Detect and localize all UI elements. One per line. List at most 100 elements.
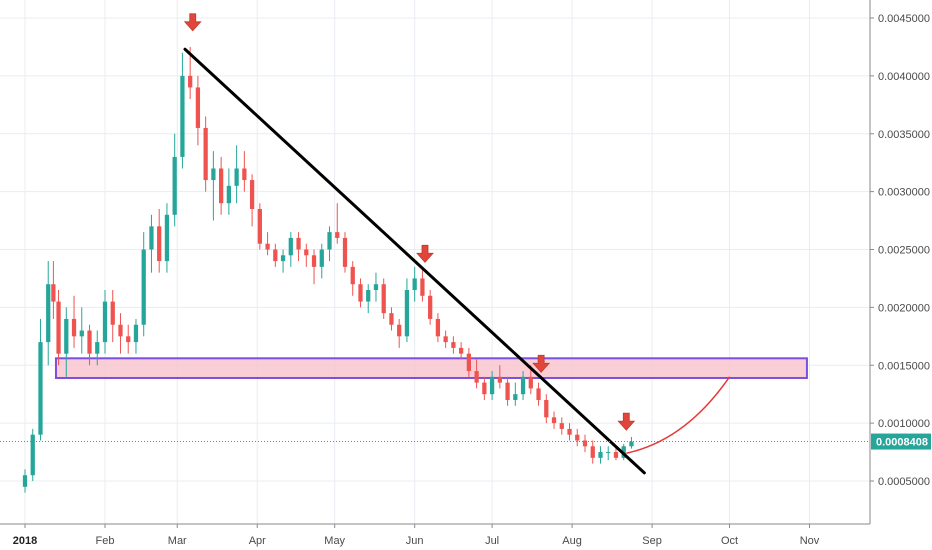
candle-down: [265, 243, 270, 250]
candle-down: [536, 388, 541, 400]
candle-down: [582, 440, 588, 447]
candle-down: [428, 295, 433, 319]
annotation-lines: [0, 47, 870, 475]
candle-down: [51, 284, 56, 302]
candle-down: [575, 434, 580, 441]
candle-up: [373, 284, 379, 291]
candle-down: [505, 382, 510, 400]
candle-up: [141, 249, 146, 325]
candle-down: [497, 376, 502, 383]
down-arrow-icon: [183, 13, 202, 32]
y-tick-label: 0.0010000: [878, 418, 930, 430]
candle-up: [95, 342, 100, 354]
candle-down: [435, 318, 441, 337]
candle-down: [257, 208, 262, 244]
plot-background: [0, 0, 870, 524]
candle-down: [311, 255, 317, 267]
candle-up: [30, 434, 35, 476]
candle-down: [249, 180, 255, 209]
candle-down: [590, 446, 595, 458]
candle-down: [195, 87, 201, 128]
y-tick-label: 0.0025000: [878, 245, 930, 257]
x-tick-label: Nov: [800, 535, 820, 547]
candle-down: [528, 376, 533, 389]
down-arrow-marker: [183, 13, 202, 32]
candle-up: [79, 330, 84, 337]
candle-up: [366, 290, 371, 302]
candle-up: [133, 324, 139, 343]
candle-up: [280, 255, 286, 262]
candle-down: [381, 284, 386, 314]
candle-down: [420, 278, 425, 296]
candle-down: [273, 249, 278, 262]
y-tick-label: 0.0045000: [878, 13, 930, 25]
down-arrow-icon: [532, 354, 551, 373]
candle-up: [64, 318, 69, 354]
y-tick-label: 0.0005000: [878, 476, 930, 488]
candle-down: [110, 301, 115, 325]
x-tick-label: Mar: [168, 535, 187, 547]
candle-down: [203, 127, 208, 181]
y-axis[interactable]: 0.0005000 0.0010000 0.0015000 0.0020000 0.00…: [870, 13, 930, 488]
candle-down: [188, 75, 193, 88]
candle-up: [234, 168, 239, 186]
candle-up: [102, 301, 108, 343]
x-tick-label: Oct: [721, 535, 738, 547]
candle-up: [598, 452, 603, 458]
candle-up: [22, 475, 28, 487]
candle-down: [482, 382, 487, 395]
candle-down: [544, 399, 549, 418]
x-tick-label: Aug: [562, 535, 582, 547]
x-tick-label: Jul: [485, 535, 499, 547]
y-tick-label: 0.0020000: [878, 302, 930, 314]
x-tick-label: Sep: [642, 535, 662, 547]
grid: [0, 0, 870, 524]
down-arrow-marker: [416, 244, 434, 263]
candle-down: [342, 237, 348, 267]
candle-down: [157, 226, 162, 262]
candle-down: [242, 168, 247, 181]
candle-up: [412, 278, 417, 291]
candle-up: [404, 290, 410, 337]
candle-down: [350, 266, 355, 285]
candle-down: [397, 324, 402, 337]
candle-down: [474, 371, 479, 383]
candle-up: [319, 249, 324, 267]
candle-down: [459, 347, 464, 354]
candle-up: [629, 441, 634, 447]
candle-down: [567, 428, 572, 435]
candle-up: [520, 376, 526, 395]
y-tick-label: 0.0040000: [878, 71, 930, 83]
down-arrow-marker: [532, 354, 551, 373]
candle-down: [296, 237, 301, 250]
x-tick-label: Feb: [96, 535, 115, 547]
down-arrow-icon: [617, 412, 636, 431]
arrow-markers: [183, 13, 636, 431]
candle-down: [304, 249, 309, 256]
support-zone-layer: [54, 357, 808, 379]
candle-up: [164, 214, 170, 262]
candle-up: [149, 226, 154, 250]
last-price-badge-bg: [871, 433, 931, 450]
candle-up: [288, 237, 293, 256]
candle-up: [327, 232, 332, 250]
x-tick-label: Apr: [249, 535, 266, 547]
candle-down: [126, 336, 131, 343]
candle-down: [389, 313, 394, 325]
candle-down: [551, 417, 557, 424]
candle-up: [180, 75, 185, 157]
candle-down: [219, 168, 224, 204]
candle-down: [466, 353, 471, 372]
x-axis[interactable]: 2018 Feb Mar Apr May Jun Jul Aug Sep Oct Nov: [13, 524, 820, 547]
x-tick-label: Jun: [406, 535, 424, 547]
downtrend-line: [183, 47, 646, 475]
candle-up: [172, 156, 177, 215]
last-price-badge: 0.0008408: [871, 433, 931, 450]
candle-up: [226, 185, 231, 204]
candle-up: [38, 342, 43, 435]
candle-down: [118, 324, 123, 337]
candle-down: [451, 342, 456, 348]
candle-up: [46, 284, 51, 343]
support-zone: [54, 357, 808, 379]
last-price-label: 0.0008408: [876, 437, 928, 449]
